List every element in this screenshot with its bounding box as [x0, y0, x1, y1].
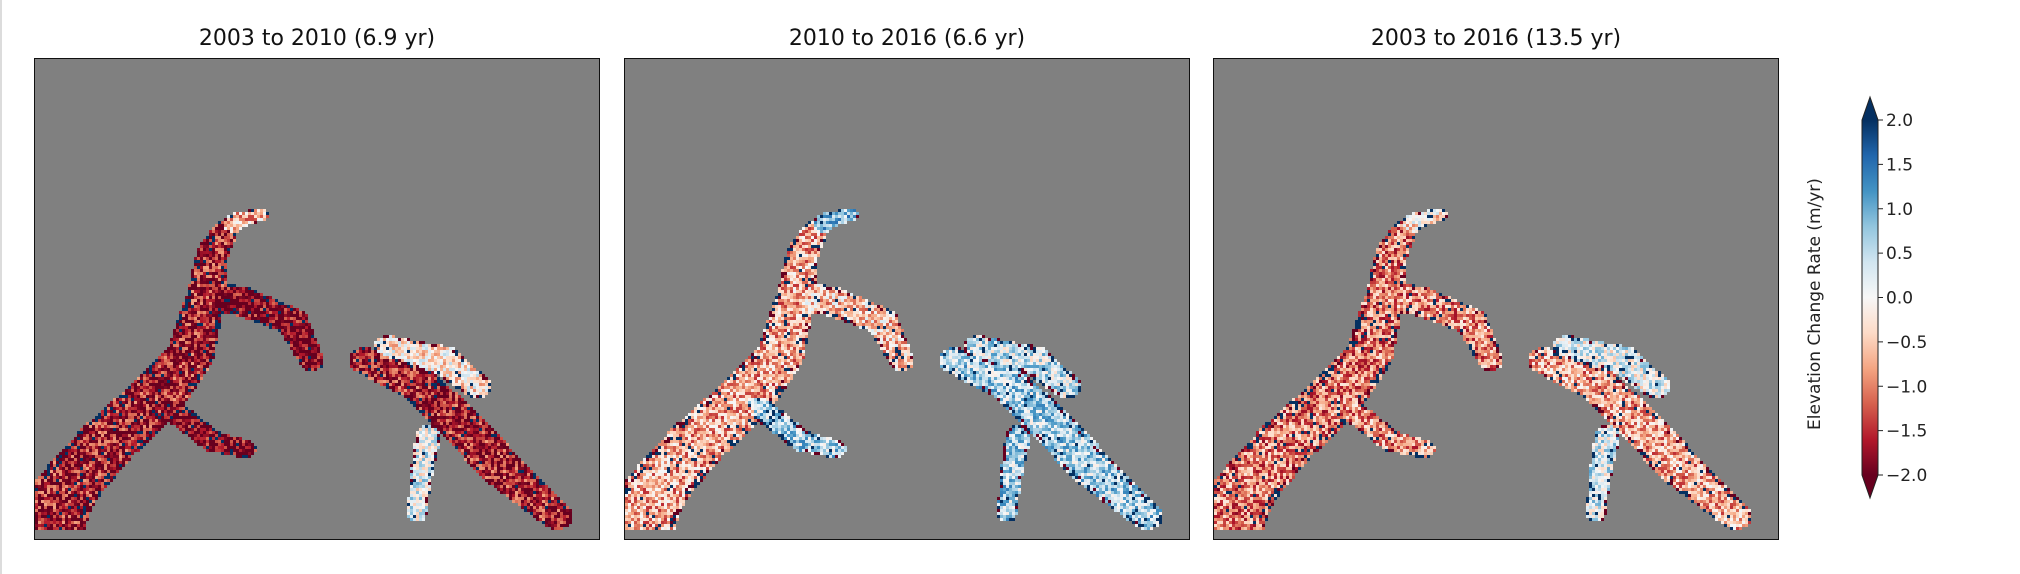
map-frame	[1213, 58, 1779, 540]
colorbar-tick-label: 2.0	[1886, 111, 1913, 131]
colorbar-extend-max	[1862, 97, 1878, 120]
elevation-map	[625, 209, 1162, 530]
left-border	[0, 0, 2, 574]
colorbar-tick-label: 0.0	[1886, 289, 1913, 309]
colorbar-tick-label: 1.5	[1886, 155, 1913, 175]
colorbar-extend-min	[1862, 475, 1878, 498]
map-frame	[34, 58, 600, 540]
colorbar-label: Elevation Change Rate (m/yr)	[1805, 178, 1825, 430]
panel-2010-2016: 2010 to 2016 (6.6 yr)	[624, 0, 1190, 574]
colorbar: 2.0 1.5 1.0 0.5 0.0 −0.5 −1.0 −1.5 −2.0	[1861, 95, 1927, 500]
colorbar-tick-label: −0.5	[1886, 333, 1927, 353]
panel-title: 2010 to 2016 (6.6 yr)	[788, 26, 1026, 51]
panel-2003-2016: 2003 to 2016 (13.5 yr)	[1213, 0, 1779, 574]
elevation-map	[1214, 209, 1751, 530]
panel-2003-2010: 2003 to 2010 (6.9 yr)	[34, 0, 600, 574]
map-frame	[624, 58, 1190, 540]
colorbar-tick-label: −2.0	[1886, 466, 1927, 486]
elevation-map	[35, 209, 572, 530]
panel-title: 2003 to 2010 (6.9 yr)	[198, 26, 436, 51]
colorbar-tick-label: −1.0	[1886, 377, 1927, 397]
panel-title: 2003 to 2016 (13.5 yr)	[1370, 26, 1622, 51]
colorbar-tick-label: −1.5	[1886, 422, 1927, 442]
glacier-raster	[1214, 209, 1751, 530]
colorbar-tick-label: 0.5	[1886, 244, 1913, 264]
colorbar-tick-label: 1.0	[1886, 200, 1913, 220]
glacier-raster	[35, 209, 572, 530]
glacier-raster	[625, 209, 1162, 530]
colorbar-gradient	[1862, 120, 1878, 475]
